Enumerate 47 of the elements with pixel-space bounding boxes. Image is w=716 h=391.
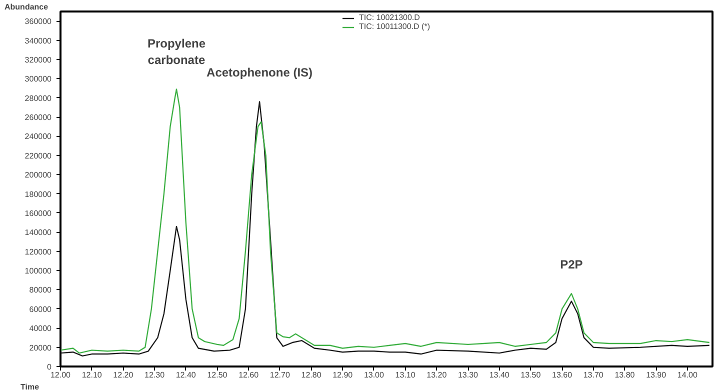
y-tick-label: 200000 <box>24 170 52 180</box>
annotation: Propylene carbonate <box>147 36 206 68</box>
y-tick-label: 260000 <box>24 113 52 122</box>
y-tick-label: 280000 <box>24 94 52 103</box>
legend-label: TIC: 10021300.D <box>359 13 420 22</box>
x-tick-label: 13.50 <box>520 370 542 380</box>
y-tick-label: 180000 <box>24 190 52 199</box>
annotation: P2P <box>560 258 583 272</box>
y-tick-label: 140000 <box>24 228 52 238</box>
x-axis-title: Time <box>20 382 40 391</box>
annotation: Acetophenone (IS) <box>206 66 313 80</box>
x-tick-label: 13.80 <box>614 370 636 380</box>
y-tick-label: 220000 <box>24 151 52 160</box>
x-tick-label: 13.20 <box>426 370 448 380</box>
y-tick-label: 320000 <box>24 55 52 64</box>
y-axis-title: Abundance <box>4 2 49 12</box>
y-tick-label: 0 <box>47 362 52 372</box>
x-tick-label: 12.50 <box>207 370 228 380</box>
y-tick-label: 360000 <box>24 17 52 26</box>
x-tick-label: 12.60 <box>238 370 260 380</box>
x-tick-label: 12.20 <box>113 370 134 380</box>
x-tick-label: 12.10 <box>82 370 102 380</box>
legend-label: TIC: 10011300.D (*) <box>359 22 430 31</box>
x-tick-label: 13.40 <box>489 370 510 380</box>
y-tick-label: 120000 <box>24 247 52 256</box>
y-tick-label: 240000 <box>24 132 52 142</box>
y-tick-label: 80000 <box>29 286 52 295</box>
x-tick-label: 13.00 <box>364 370 385 380</box>
y-tick-label: 100000 <box>24 266 52 276</box>
x-tick-label: 14.00 <box>677 370 698 380</box>
x-tick-label: 13.60 <box>552 370 573 380</box>
x-tick-label: 13.10 <box>395 370 416 380</box>
x-tick-label: 12.40 <box>176 370 196 380</box>
x-tick-label: 12.80 <box>301 370 322 380</box>
x-tick-label: 12.30 <box>144 370 166 380</box>
x-tick-label: 12.90 <box>332 370 354 380</box>
x-tick-label: 13.30 <box>458 370 479 380</box>
y-tick-label: 340000 <box>24 36 52 46</box>
x-tick-label: 13.70 <box>583 370 604 380</box>
y-tick-label: 20000 <box>29 343 52 352</box>
x-tick-label: 12.70 <box>270 370 290 380</box>
x-tick-label: 13.90 <box>646 370 667 380</box>
y-tick-label: 60000 <box>29 304 52 314</box>
y-tick-label: 160000 <box>24 208 52 218</box>
y-tick-label: 40000 <box>29 324 52 334</box>
y-tick-label: 300000 <box>24 74 52 84</box>
x-tick-label: 12.00 <box>50 370 72 380</box>
